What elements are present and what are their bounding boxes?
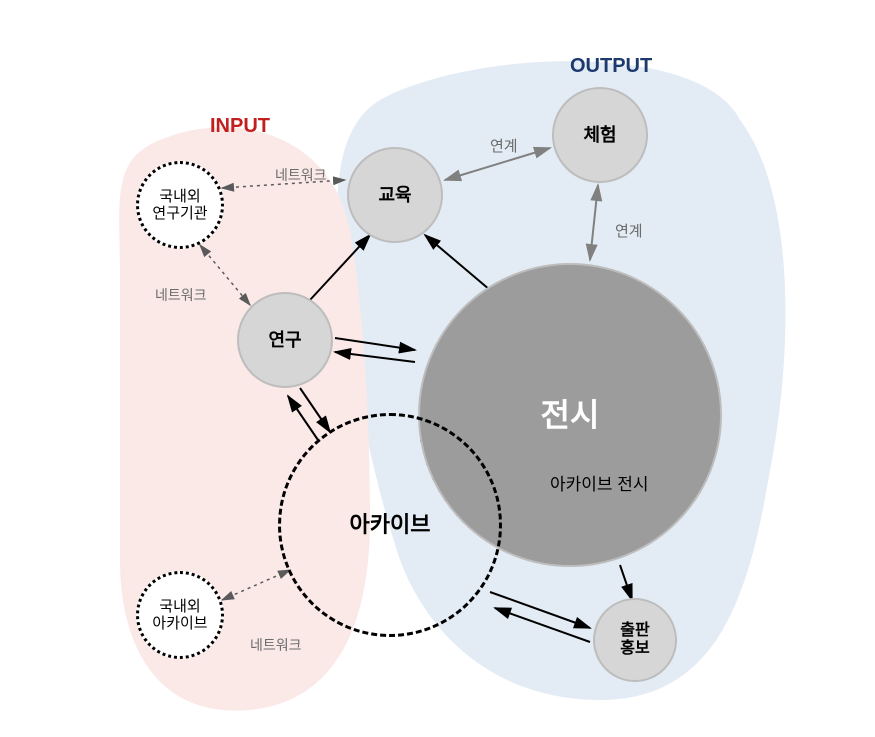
node-archive: 아카이브 bbox=[278, 413, 502, 637]
node-exhibition-label: 전시 bbox=[541, 397, 600, 434]
edge-label-link-2: 연계 bbox=[615, 220, 643, 241]
node-research: 연구 bbox=[237, 292, 333, 388]
node-domestic-inst: 국내외 연구기관 bbox=[136, 161, 224, 249]
node-domestic-inst-label: 국내외 연구기관 bbox=[152, 188, 207, 223]
edge-label-network-1: 네트워크 bbox=[275, 165, 327, 185]
diagram-stage: INPUT OUTPUT 전시 아카이브 연구 교육 체험 출판 홍보 국내외 … bbox=[0, 0, 875, 737]
node-education-label: 교육 bbox=[378, 185, 411, 206]
node-research-label: 연구 bbox=[268, 330, 301, 351]
node-publish: 출판 홍보 bbox=[593, 598, 677, 682]
node-education: 교육 bbox=[347, 147, 443, 243]
node-domestic-archive-label: 국내외 아카이브 bbox=[152, 598, 207, 633]
overlap-label: 아카이브 전시 bbox=[550, 470, 649, 495]
node-archive-label: 아카이브 bbox=[350, 512, 431, 537]
input-title: INPUT bbox=[210, 115, 270, 138]
edge-label-network-3: 네트워크 bbox=[250, 635, 302, 655]
edge-label-network-2: 네트워크 bbox=[155, 285, 207, 305]
node-experience-label: 체험 bbox=[583, 125, 616, 146]
node-experience: 체험 bbox=[552, 87, 648, 183]
edge-label-link-1: 연계 bbox=[490, 135, 518, 156]
output-title: OUTPUT bbox=[570, 55, 652, 78]
node-publish-label: 출판 홍보 bbox=[620, 622, 649, 659]
node-domestic-archive: 국내외 아카이브 bbox=[136, 571, 224, 659]
